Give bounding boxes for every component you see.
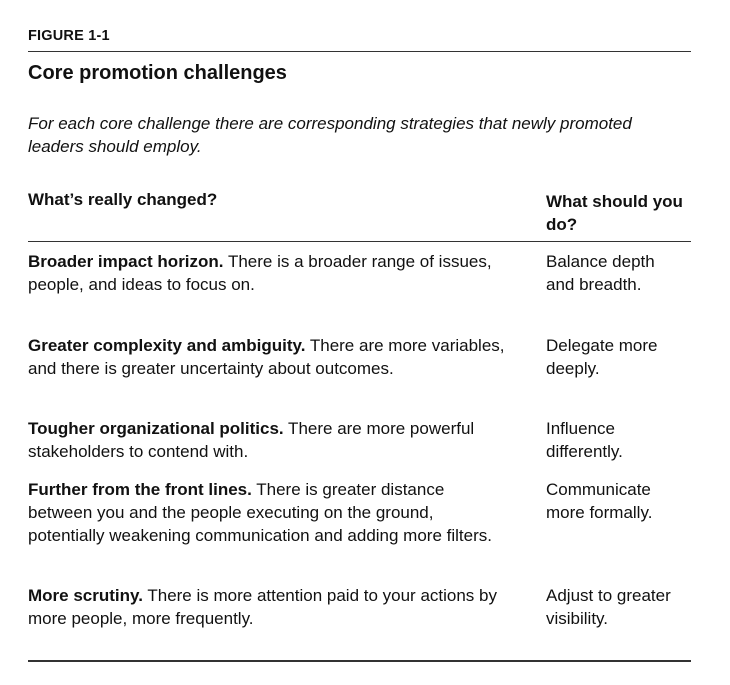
challenge-text: There is a broader range of issues, peop…	[28, 252, 492, 294]
figure-title: Core promotion challenges	[28, 62, 287, 84]
challenge-heading: Tougher organizational politics.	[28, 419, 284, 438]
challenge-text: There is more attention paid to your act…	[28, 586, 497, 628]
challenge-heading: Further from the front lines.	[28, 480, 252, 499]
challenge-text: There is greater distance between you an…	[28, 480, 492, 545]
action-cell: Influence differently.	[546, 419, 623, 461]
action-cell: Delegate more deeply.	[546, 336, 658, 378]
figure-label: FIGURE 1-1	[28, 28, 110, 44]
challenge-heading: Greater complexity and ambiguity.	[28, 336, 306, 355]
action-cell: Balance depth and breadth.	[546, 252, 655, 294]
action-cell: Adjust to greater visibility.	[546, 586, 671, 628]
column-header-changed: What’s really changed?	[28, 190, 218, 209]
action-cell: Communicate more formally.	[546, 480, 653, 522]
challenge-heading: More scrutiny.	[28, 586, 143, 605]
challenge-cell: Tougher organizational politics. There a…	[28, 417, 508, 463]
challenge-cell: Further from the front lines. There is g…	[28, 478, 508, 547]
figure-subtitle: For each core challenge there are corres…	[28, 114, 632, 156]
challenge-text: There are more powerful stakeholders to …	[28, 419, 475, 461]
header-rule	[28, 241, 691, 242]
column-header-action: What should you do?	[546, 192, 683, 234]
challenge-cell: More scrutiny. There is more attention p…	[28, 584, 508, 630]
bottom-rule	[28, 660, 691, 662]
top-rule	[28, 51, 691, 52]
challenge-cell: Greater complexity and ambiguity. There …	[28, 334, 508, 380]
challenge-heading: Broader impact horizon.	[28, 252, 224, 271]
challenge-cell: Broader impact horizon. There is a broad…	[28, 250, 508, 296]
challenge-text: There are more variables, and there is g…	[28, 336, 505, 378]
